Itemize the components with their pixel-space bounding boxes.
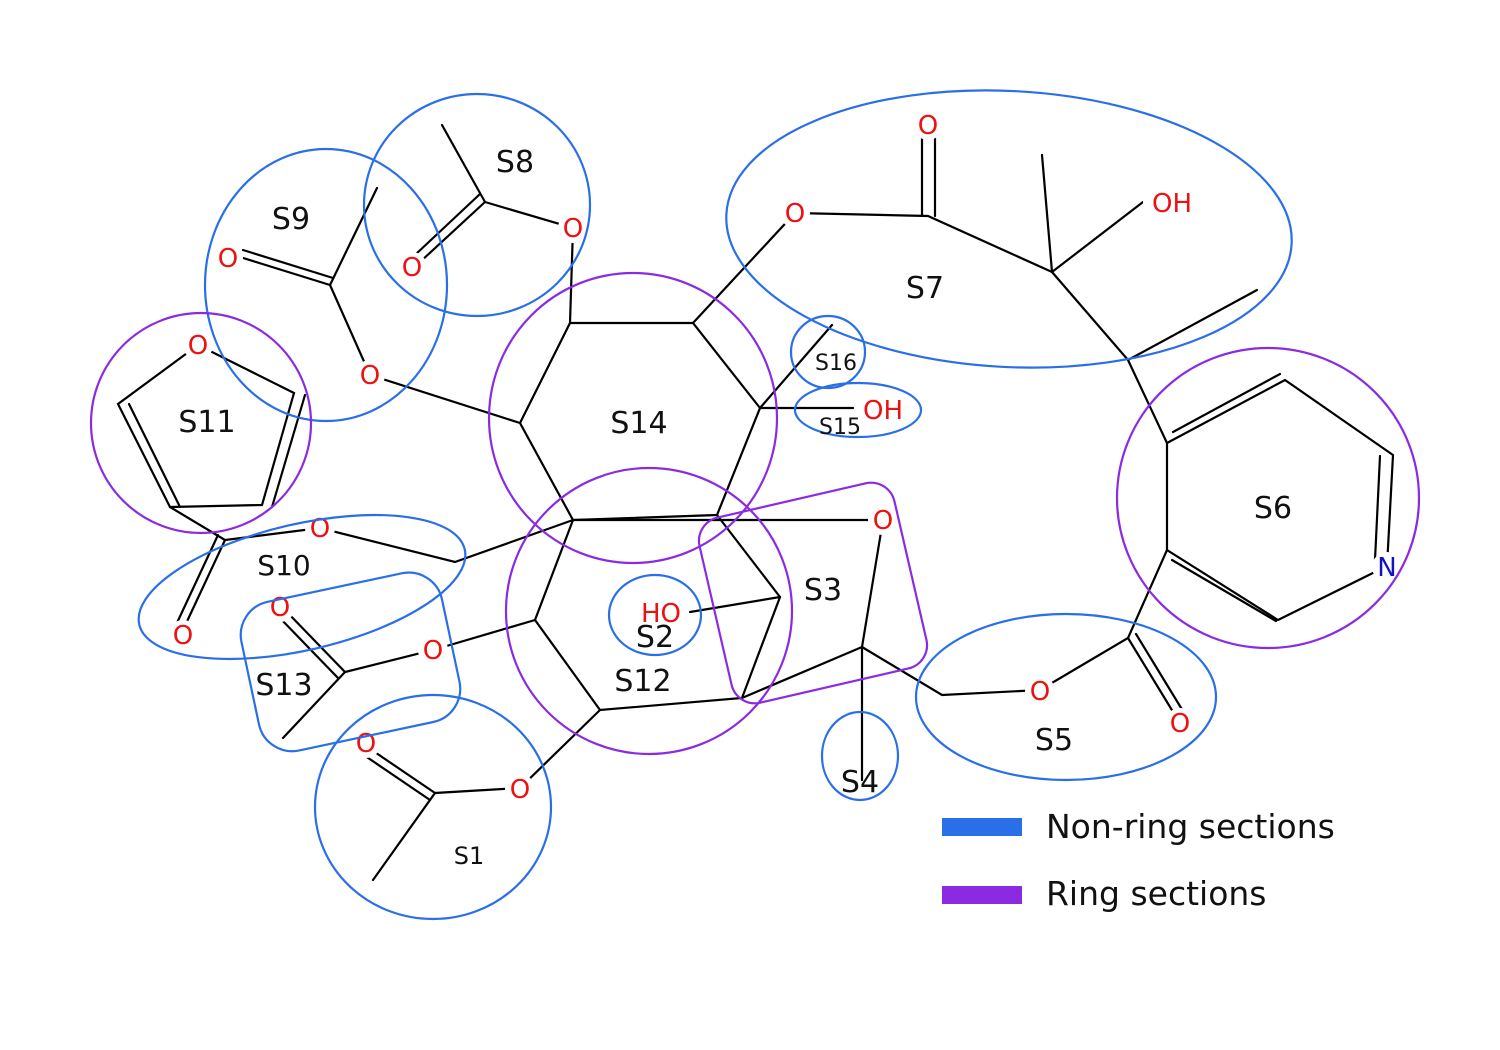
section-label-s3: S3 (804, 573, 842, 608)
atom-o8: O (868, 505, 898, 536)
section-label-s6: S6 (1254, 491, 1292, 526)
legend: Non-ring sections Ring sections (942, 807, 1335, 913)
legend-swatch-non-ring (942, 818, 1022, 836)
section-s10-outline (137, 513, 467, 661)
atom-n1: N (1372, 552, 1402, 583)
atom-o16: O (1165, 708, 1195, 739)
svg-text:O: O (918, 111, 938, 141)
atom-o12: O (418, 635, 448, 666)
atom-oh2: OH (858, 394, 910, 426)
section-s7-outline (725, 89, 1293, 369)
svg-text:O: O (218, 244, 238, 274)
legend-label-ring: Ring sections (1046, 874, 1267, 913)
atom-o15: O (1025, 676, 1055, 707)
atom-o6: O (355, 360, 385, 391)
svg-text:O: O (873, 506, 893, 536)
section-s1-outline (313, 693, 553, 921)
section-label-s8: S8 (496, 145, 534, 180)
atom-o10: O (168, 620, 198, 651)
section-label-s15: S15 (819, 415, 861, 440)
svg-text:O: O (563, 214, 583, 244)
section-label-s7: S7 (906, 271, 944, 306)
section-s13-outline (239, 571, 462, 753)
section-label-s14: S14 (610, 406, 667, 441)
atom-oh1: OH (1143, 186, 1198, 219)
section-s6-outline (1115, 346, 1421, 650)
section-label-s13: S13 (255, 668, 312, 703)
section-labels: S1 S2 S3 S4 S5 S6 S7 S8 S9 S10 S11 S12 S… (178, 145, 1292, 870)
section-label-s1: S1 (454, 842, 485, 870)
svg-text:O: O (785, 199, 805, 229)
atom-o3: O (558, 213, 588, 244)
atom-o14: O (505, 774, 535, 805)
legend-swatch-ring (942, 886, 1022, 904)
svg-text:N: N (1377, 553, 1396, 583)
atom-o1: O (913, 110, 943, 141)
legend-label-non-ring: Non-ring sections (1046, 807, 1335, 846)
section-s12-outline (504, 466, 794, 756)
section-s14-outline (487, 271, 779, 565)
section-label-s9: S9 (272, 202, 310, 237)
svg-text:O: O (1030, 677, 1050, 707)
svg-text:O: O (1170, 709, 1190, 739)
atom-o2: O (780, 198, 810, 229)
svg-text:O: O (356, 729, 376, 759)
section-s16-outline (789, 314, 867, 390)
svg-text:O: O (423, 636, 443, 666)
section-s9-outline (203, 147, 449, 423)
section-label-s12: S12 (614, 664, 671, 699)
svg-text:O: O (510, 775, 530, 805)
atom-o7: O (183, 330, 213, 361)
section-label-s10: S10 (257, 549, 310, 582)
section-outlines (89, 89, 1421, 921)
section-s4-outline (820, 710, 900, 802)
svg-text:O: O (173, 621, 193, 651)
atom-ho1: HO (637, 598, 687, 629)
svg-text:OH: OH (863, 396, 903, 426)
bonds (116, 123, 1395, 882)
section-label-s16: S16 (815, 351, 857, 376)
atom-o5: O (213, 243, 243, 274)
svg-text:O: O (188, 331, 208, 361)
svg-text:O: O (402, 253, 422, 283)
svg-text:HO: HO (641, 599, 681, 629)
section-s15-outline (793, 381, 923, 439)
section-label-s5: S5 (1035, 723, 1073, 758)
section-label-s4: S4 (841, 765, 879, 800)
svg-text:O: O (360, 361, 380, 391)
section-label-s11: S11 (178, 405, 235, 440)
section-s5-outline (914, 612, 1218, 782)
section-s3-outline (697, 481, 929, 705)
svg-text:O: O (310, 514, 330, 544)
section-s11-outline (89, 311, 313, 535)
atom-o4: O (397, 252, 427, 283)
section-s8-outline (362, 92, 592, 318)
section-label-s2: S2 (636, 620, 674, 655)
section-s2-outline (607, 573, 703, 657)
svg-text:OH: OH (1152, 189, 1192, 219)
